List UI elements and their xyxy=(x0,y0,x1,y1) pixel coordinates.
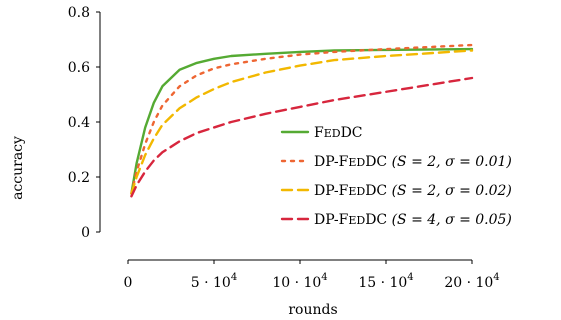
x-tick-exponent: 4 xyxy=(321,272,327,283)
legend: FEDDC DP-FEDDC (S = 2, σ = 0.01) DP-FEDDC … xyxy=(280,125,512,228)
x-tick-base: 5 · 10 xyxy=(191,275,231,291)
series-line-1 xyxy=(130,47,474,195)
x-tick-label: 0 xyxy=(124,275,133,291)
legend-item: DP-FEDDC (S = 4, σ = 0.05) xyxy=(280,212,512,228)
y-tick-label: 0.6 xyxy=(68,60,90,76)
x-tick-base: 10 · 10 xyxy=(272,275,321,291)
legend-label: DP-FEDDC (S = 4, σ = 0.05) xyxy=(314,212,512,228)
series-group xyxy=(130,43,474,198)
y-tick-label: 0.8 xyxy=(68,5,90,21)
y-tick-label: 0.4 xyxy=(68,115,90,131)
x-tick-label: 10 · 104 xyxy=(272,272,327,291)
y-axis-title: accuracy xyxy=(10,136,26,200)
series-line-2 xyxy=(130,43,474,195)
x-tick-base: 15 · 10 xyxy=(358,275,407,291)
legend-label: FEDDC xyxy=(314,125,363,141)
y-tick-label: 0.2 xyxy=(68,170,90,186)
series-line-3 xyxy=(130,49,474,195)
x-tick-base: 0 xyxy=(124,275,133,291)
legend-label: DP-FEDDC (S = 2, σ = 0.01) xyxy=(314,154,512,170)
x-tick-base: 20 · 10 xyxy=(444,275,493,291)
x-tick-label: 15 · 104 xyxy=(358,272,413,291)
x-axis-title: rounds xyxy=(288,302,337,318)
x-tick-label: 20 · 104 xyxy=(444,272,499,291)
x-tick-exponent: 4 xyxy=(231,272,237,283)
legend-item: DP-FEDDC (S = 2, σ = 0.02) xyxy=(280,183,512,199)
series-line-4 xyxy=(130,76,474,198)
legend-label: DP-FEDDC (S = 2, σ = 0.02) xyxy=(314,183,512,199)
x-tick-label: 5 · 104 xyxy=(191,272,237,291)
x-tick-exponent: 4 xyxy=(407,272,413,283)
legend-item: DP-FEDDC (S = 2, σ = 0.01) xyxy=(280,154,512,170)
legend-item: FEDDC xyxy=(280,125,363,141)
y-ticks: 0 0.2 0.4 0.6 0.8 xyxy=(68,5,100,241)
x-tick-exponent: 4 xyxy=(493,272,499,283)
y-tick-label: 0 xyxy=(81,225,90,241)
